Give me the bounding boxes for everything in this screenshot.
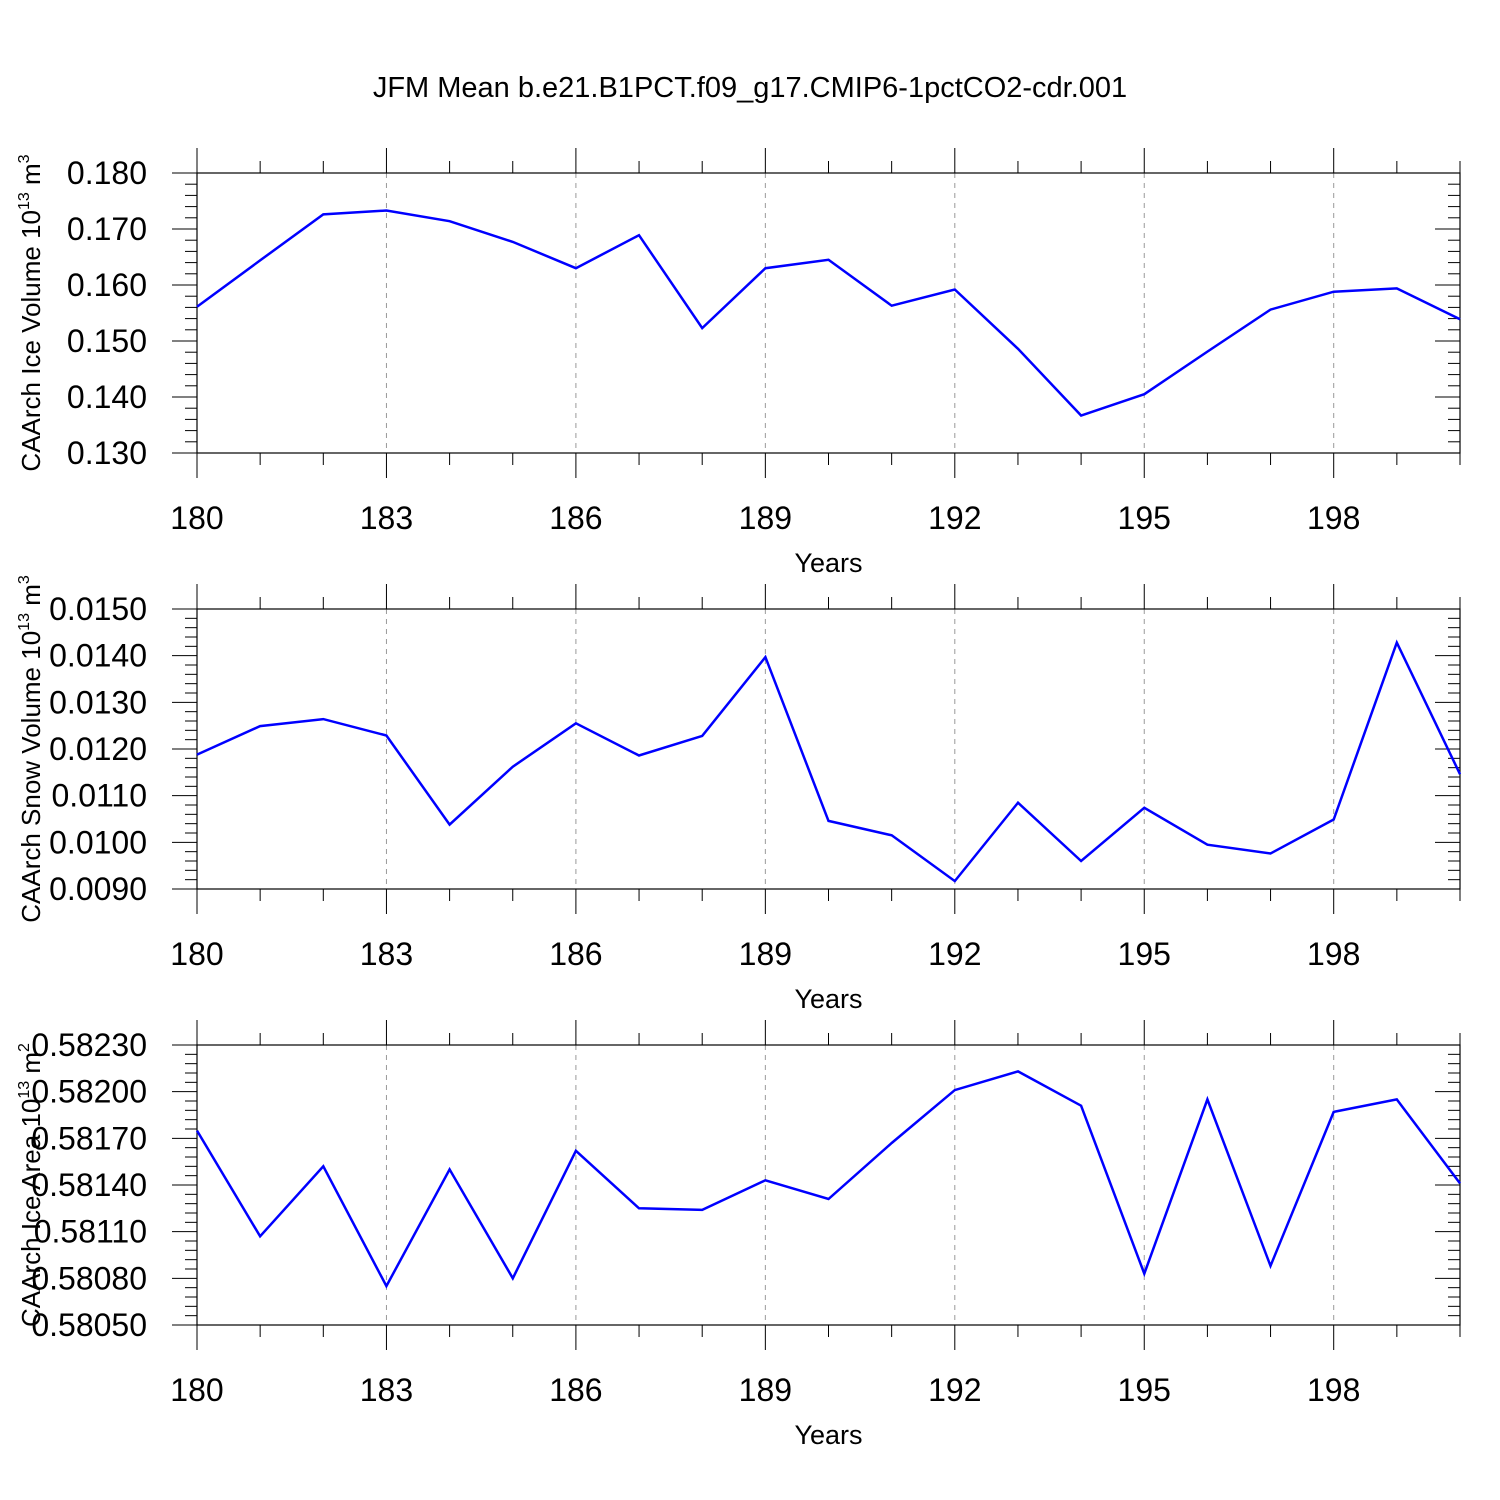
chart-panel-3: 180 183 186 189 192 195 198 Years 0.58050 0.58080… — [16, 1020, 1461, 1450]
x-tick-label: 183 — [360, 500, 413, 536]
chart-panel-2: 180 183 186 189 192 195 198 Years 0.0090 0.0100 0.… — [16, 575, 1462, 1014]
y-tick-label: 0.0110 — [52, 778, 148, 814]
y-axis-label: CAArch Ice Area 1013 m2 — [16, 1043, 46, 1327]
x-tick-label: 180 — [170, 500, 223, 536]
x-tick-label: 195 — [1118, 936, 1171, 972]
chart-panel-1: 180 183 186 189 192 195 198 Years 0.130 0.140 0.15… — [16, 148, 1461, 578]
y-tick-label: 0.58050 — [31, 1307, 147, 1343]
y-tick-label: 0.0130 — [49, 684, 147, 720]
x-tick-label: 192 — [928, 1372, 981, 1408]
y-tick-label: 0.0150 — [49, 591, 147, 627]
x-tick-label: 192 — [928, 500, 981, 536]
series-line — [196, 639, 1462, 883]
y-tick-label: 0.0100 — [49, 824, 147, 860]
x-tick-label: 198 — [1307, 500, 1360, 536]
y-tick-label: 0.58140 — [31, 1167, 147, 1203]
x-axis-label: Years — [794, 548, 862, 578]
y-tick-label: 0.58230 — [31, 1027, 147, 1063]
x-tick-label: 183 — [360, 1372, 413, 1408]
x-axis-label: Years — [794, 984, 862, 1014]
x-tick-label: 189 — [739, 936, 792, 972]
y-tick-label: 0.150 — [67, 323, 147, 359]
y-tick-label: 0.0090 — [49, 871, 147, 907]
x-tick-label: 195 — [1118, 1372, 1171, 1408]
x-axis-label: Years — [794, 1420, 862, 1450]
y-tick-label: 0.0140 — [49, 638, 147, 674]
y-tick-label: 0.58080 — [31, 1260, 147, 1296]
x-tick-label: 198 — [1307, 936, 1360, 972]
y-axis-label: CAArch Ice Volume 1013 m3 — [16, 154, 46, 471]
x-tick-label: 180 — [170, 936, 223, 972]
y-tick-label: 0.140 — [67, 379, 147, 415]
x-tick-label: 195 — [1118, 500, 1171, 536]
y-tick-label: 0.58110 — [34, 1214, 147, 1250]
y-tick-label: 0.130 — [67, 435, 147, 471]
y-tick-label: 0.180 — [67, 155, 147, 191]
x-tick-label: 186 — [549, 500, 602, 536]
figure-title: JFM Mean b.e21.B1PCT.f09_g17.CMIP6-1pctC… — [372, 72, 1128, 104]
series-line — [196, 209, 1461, 417]
y-tick-label: 0.58200 — [31, 1074, 147, 1110]
y-axis-label: CAArch Snow Volume 1013 m3 — [16, 575, 46, 923]
x-tick-label: 186 — [549, 936, 602, 972]
series-line — [195, 1070, 1461, 1289]
y-tick-label: 0.58170 — [31, 1120, 147, 1156]
x-tick-label: 189 — [739, 500, 792, 536]
y-tick-label: 0.160 — [67, 267, 147, 303]
x-tick-label: 198 — [1307, 1372, 1360, 1408]
x-tick-label: 186 — [549, 1372, 602, 1408]
x-tick-label: 189 — [739, 1372, 792, 1408]
x-tick-label: 183 — [360, 936, 413, 972]
y-tick-label: 0.170 — [67, 211, 147, 247]
x-tick-label: 192 — [928, 936, 981, 972]
x-tick-label: 180 — [170, 1372, 223, 1408]
y-tick-label: 0.0120 — [49, 731, 147, 767]
